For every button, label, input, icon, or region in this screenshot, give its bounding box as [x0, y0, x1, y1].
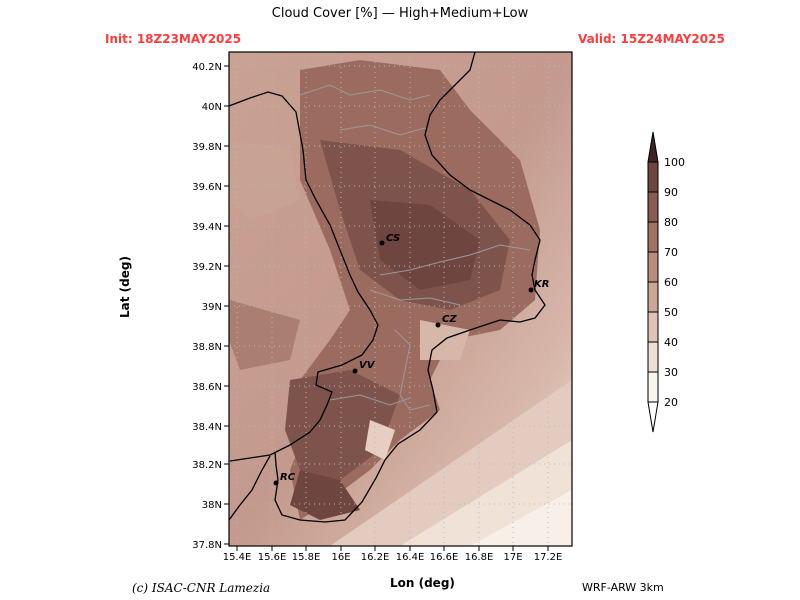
colorbar-label: 40	[664, 336, 678, 349]
init-time: Init: 18Z23MAY2025	[105, 32, 242, 46]
y-tick-label: 39.4N	[192, 222, 222, 233]
region-borders	[299, 84, 531, 411]
colorbar-box	[647, 251, 659, 283]
y-tick-label: 39N	[202, 302, 222, 313]
y-tick-label: 38.4N	[192, 422, 222, 433]
colorbar-label: 100	[664, 156, 685, 169]
y-tick-label: 38.2N	[192, 460, 222, 471]
y-tick-label: 40.2N	[192, 62, 222, 73]
valid-time: Valid: 15Z24MAY2025	[578, 32, 725, 46]
model-text: WRF-ARW 3km	[582, 581, 664, 594]
colorbar-box	[647, 311, 659, 343]
city-dot-cs	[379, 240, 385, 246]
colorbar-box	[647, 221, 659, 253]
x-axis-label: Lon (deg)	[390, 576, 455, 590]
colorbar-top-arrow	[647, 131, 659, 163]
colorbar-bottom-arrow	[647, 401, 659, 433]
colorbar-box	[647, 161, 659, 193]
y-tick-labels: 40.2N 40N 39.8N 39.6N 39.4N 39.2N 39N 38…	[192, 62, 222, 551]
coastline	[229, 52, 546, 523]
city-label-cs: CS	[386, 233, 400, 244]
x-tick-label: 15.8E	[292, 552, 321, 563]
city-dot-rc	[273, 480, 279, 486]
colorbar-label: 70	[664, 246, 678, 259]
x-tick-label: 17.2E	[534, 552, 563, 563]
y-tick-label: 39.8N	[192, 142, 222, 153]
x-tick-label: 17E	[503, 552, 522, 563]
colorbar-label: 60	[664, 276, 678, 289]
y-tick-label: 37.8N	[192, 540, 222, 551]
colorbar-box	[647, 371, 659, 403]
colorbar-label: 20	[664, 396, 678, 409]
y-tick-label: 40N	[202, 102, 222, 113]
x-ticks	[236, 546, 549, 551]
colorbar: 100 90 80 70 60 50 40 30 20	[647, 131, 685, 433]
city-dot-cz	[435, 322, 441, 328]
colorbar-label: 30	[664, 366, 678, 379]
colorbar-box	[647, 191, 659, 223]
y-tick-label: 39.6N	[192, 182, 222, 193]
map-title: Cloud Cover [%] — High+Medium+Low	[271, 6, 529, 21]
x-tick-labels: 15.4E 15.6E 15.8E 16E 16.2E 16.4E 16.6E …	[223, 552, 563, 563]
colorbar-boxes	[647, 161, 659, 403]
x-tick-label: 16.6E	[430, 552, 459, 563]
y-tick-label: 39.2N	[192, 262, 222, 273]
x-tick-label: 16.4E	[396, 552, 425, 563]
x-tick-label: 15.4E	[223, 552, 252, 563]
city-label-cz: CZ	[442, 314, 457, 325]
y-tick-label: 38.6N	[192, 382, 222, 393]
credit-text: (c) ISAC-CNR Lamezia	[132, 581, 271, 595]
y-tick-label: 38.8N	[192, 342, 222, 353]
colorbar-label: 50	[664, 306, 678, 319]
x-tick-label: 16E	[331, 552, 350, 563]
x-tick-label: 16.8E	[465, 552, 494, 563]
city-label-vv: VV	[359, 360, 376, 371]
x-tick-label: 15.6E	[258, 552, 287, 563]
plot-frame	[228, 51, 573, 547]
city-markers: CS KR CZ VV RC	[273, 233, 549, 486]
city-dot-vv	[352, 368, 358, 374]
city-dot-kr	[528, 287, 534, 293]
city-label-kr: KR	[534, 279, 549, 290]
colorbar-box	[647, 281, 659, 313]
colorbar-labels: 100 90 80 70 60 50 40 30 20	[664, 156, 685, 409]
y-ticks	[224, 65, 229, 545]
colorbar-label: 80	[664, 216, 678, 229]
colorbar-label: 90	[664, 186, 678, 199]
x-tick-label: 16.2E	[361, 552, 390, 563]
colorbar-box	[647, 341, 659, 373]
grid	[229, 52, 572, 546]
y-tick-label: 38N	[202, 500, 222, 511]
city-label-rc: RC	[280, 472, 296, 483]
